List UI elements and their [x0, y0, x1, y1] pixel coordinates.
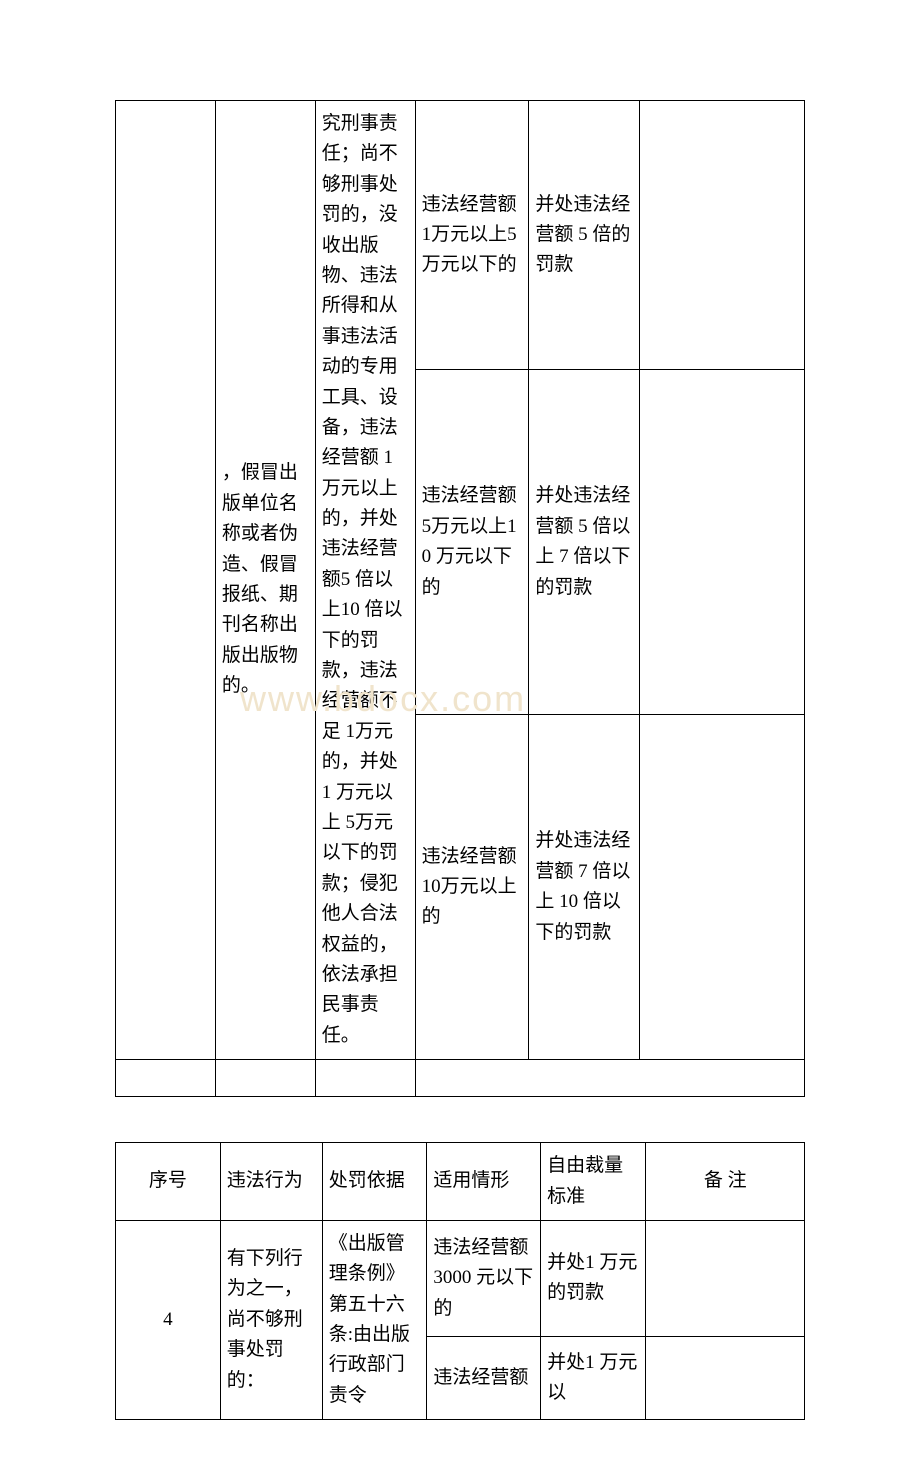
cell-situation: 违法经营额3000 元以下的 — [427, 1220, 541, 1336]
cell-standard: 并处违法经营额 7 倍以上 10 倍以下的罚款 — [529, 715, 639, 1060]
cell-text: 并处违法经营额 5 倍的罚款 — [535, 194, 630, 276]
cell-situation: 违法经营额 1万元以上5 万元以下的 — [415, 101, 529, 370]
cell-text: 自由裁量标准 — [547, 1155, 623, 1206]
cell-remark — [646, 1220, 805, 1336]
penalty-table-1: ，假冒出版单位名称或者伪造、假冒报纸、期刊名称出版出版物的。 究刑事责任；尚不够… — [115, 100, 805, 1097]
cell-empty — [415, 1060, 804, 1097]
cell-violation: ，假冒出版单位名称或者伪造、假冒报纸、期刊名称出版出版物的。 — [215, 101, 315, 1060]
cell-text: 并处1 万元的罚款 — [547, 1252, 637, 1303]
header-standard: 自由裁量标准 — [541, 1143, 646, 1221]
header-basis: 处罚依据 — [322, 1143, 427, 1221]
cell-standard: 并处违法经营额 5 倍以上 7 倍以下的罚款 — [529, 370, 639, 715]
cell-basis: 《出版管理条例》第五十六条:由出版行政部门责令 — [322, 1220, 427, 1419]
table-row: ，假冒出版单位名称或者伪造、假冒报纸、期刊名称出版出版物的。 究刑事责任；尚不够… — [116, 101, 805, 370]
cell-text: 处罚依据 — [329, 1170, 405, 1191]
cell-text: 违法行为 — [227, 1170, 303, 1191]
cell-text: 违法经营额 5万元以上10 万元以下的 — [422, 485, 517, 597]
cell-text: 并处违法经营额 5 倍以上 7 倍以下的罚款 — [535, 485, 630, 597]
cell-standard: 并处1 万元的罚款 — [541, 1220, 646, 1336]
header-remark: 备 注 — [646, 1143, 805, 1221]
cell-text: 违法经营额 10万元以上的 — [422, 846, 517, 928]
table-header-row: 序号 违法行为 处罚依据 适用情形 自由裁量标准 备 注 — [116, 1143, 805, 1221]
cell-seq — [116, 101, 216, 1060]
cell-text: 适用情形 — [433, 1170, 509, 1191]
cell-text: 违法经营额3000 元以下的 — [433, 1237, 533, 1319]
cell-remark — [639, 370, 804, 715]
cell-text: 究刑事责任；尚不够刑事处罚的，没收出版物、违法所得和从事违法活动的专用工具、设备… — [322, 113, 403, 1046]
cell-remark — [639, 715, 804, 1060]
header-seq: 序号 — [116, 1143, 221, 1221]
cell-text: ，假冒出版单位名称或者伪造、假冒报纸、期刊名称出版出版物的。 — [222, 462, 298, 696]
cell-seq: 4 — [116, 1220, 221, 1419]
cell-text: 违法经营额 — [433, 1367, 528, 1388]
cell-empty — [215, 1060, 315, 1097]
document-page: www.bdocx.com ，假冒出版单位名称或者伪造、假冒报纸、期刊名称出版出… — [0, 0, 920, 1480]
cell-situation: 违法经营额 5万元以上10 万元以下的 — [415, 370, 529, 715]
cell-remark — [646, 1336, 805, 1419]
penalty-table-2: 序号 违法行为 处罚依据 适用情形 自由裁量标准 备 注 4 有下列行为之一，尚… — [115, 1142, 805, 1420]
cell-empty — [315, 1060, 415, 1097]
cell-basis: 究刑事责任；尚不够刑事处罚的，没收出版物、违法所得和从事违法活动的专用工具、设备… — [315, 101, 415, 1060]
cell-text: 并处违法经营额 7 倍以上 10 倍以下的罚款 — [535, 830, 630, 942]
cell-standard: 并处违法经营额 5 倍的罚款 — [529, 101, 639, 370]
cell-empty — [116, 1060, 216, 1097]
table-row: 4 有下列行为之一，尚不够刑事处罚的： 《出版管理条例》第五十六条:由出版行政部… — [116, 1220, 805, 1336]
cell-situation: 违法经营额 — [427, 1336, 541, 1419]
cell-text: 《出版管理条例》第五十六条:由出版行政部门责令 — [329, 1233, 410, 1406]
header-violation: 违法行为 — [220, 1143, 322, 1221]
cell-standard: 并处1 万元以 — [541, 1336, 646, 1419]
cell-violation: 有下列行为之一，尚不够刑事处罚的： — [220, 1220, 322, 1419]
cell-situation: 违法经营额 10万元以上的 — [415, 715, 529, 1060]
cell-text: 并处1 万元以 — [547, 1352, 637, 1403]
table-spacer — [115, 1097, 805, 1142]
cell-text: 有下列行为之一，尚不够刑事处罚的： — [227, 1248, 303, 1391]
header-situation: 适用情形 — [427, 1143, 541, 1221]
table-row-empty — [116, 1060, 805, 1097]
cell-text: 违法经营额 1万元以上5 万元以下的 — [422, 194, 517, 276]
cell-remark — [639, 101, 804, 370]
